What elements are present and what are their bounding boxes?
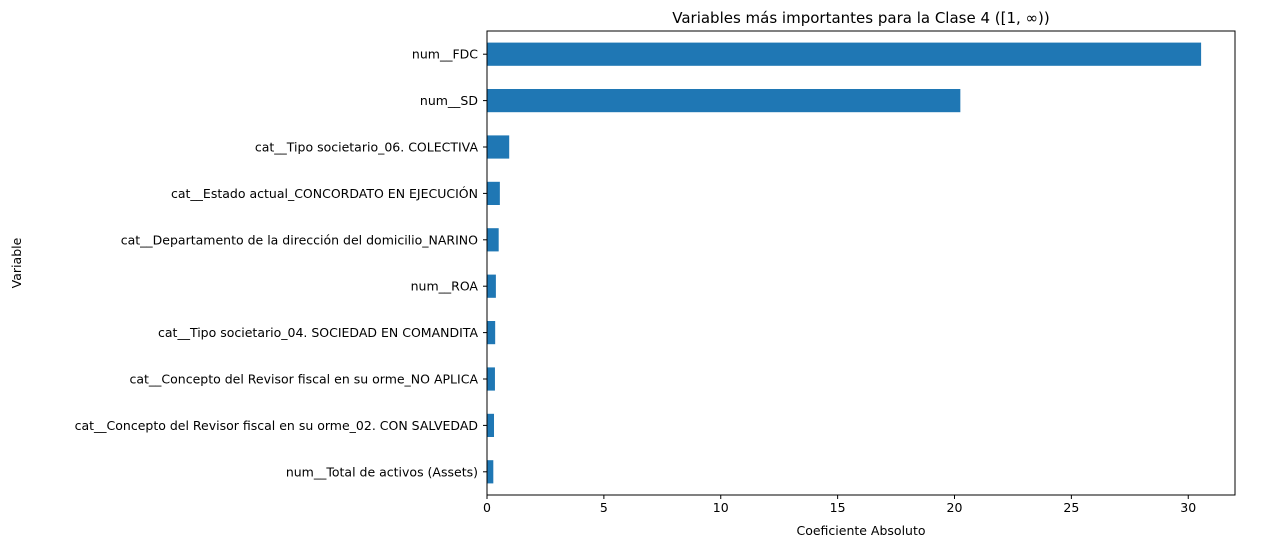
bar-9 bbox=[487, 460, 494, 484]
y-tick-labels: num__FDC num__SD cat__Tipo societario_06. … bbox=[75, 47, 479, 480]
x-tick-marks bbox=[486, 495, 1189, 499]
chart-title: Variables más importantes para la Clase … bbox=[672, 9, 1050, 27]
y-tick-label-7: cat__Concepto del Revisor fiscal en su o… bbox=[129, 372, 478, 387]
bar-4 bbox=[487, 228, 499, 252]
y-tick-label-5: num__ROA bbox=[411, 279, 479, 294]
x-tick-label-3: 15 bbox=[830, 500, 846, 515]
y-tick-label-1: num__SD bbox=[420, 93, 478, 108]
y-tick-label-9: num__Total de activos (Assets) bbox=[286, 464, 478, 479]
bar-3 bbox=[487, 181, 500, 205]
bar-8 bbox=[487, 413, 495, 437]
y-tick-label-3: cat__Estado actual_CONCORDATO EN EJECUCI… bbox=[171, 186, 478, 201]
x-tick-label-6: 30 bbox=[1180, 500, 1196, 515]
y-tick-label-0: num__FDC bbox=[412, 47, 478, 62]
bar-1 bbox=[487, 89, 961, 113]
x-tick-label-4: 20 bbox=[947, 500, 963, 515]
y-axis-label: Variable bbox=[9, 237, 24, 288]
y-tick-label-2: cat__Tipo societario_06. COLECTIVA bbox=[255, 140, 479, 155]
y-tick-label-4: cat__Departamento de la dirección del do… bbox=[121, 232, 478, 247]
x-tick-label-1: 5 bbox=[600, 500, 608, 515]
x-tick-labels: 0 5 10 15 20 25 30 bbox=[483, 500, 1196, 515]
x-tick-label-2: 10 bbox=[713, 500, 729, 515]
bar-2 bbox=[487, 135, 510, 159]
bar-5 bbox=[487, 274, 496, 298]
bar-0 bbox=[487, 42, 1202, 66]
y-tick-label-6: cat__Tipo societario_04. SOCIEDAD EN COM… bbox=[158, 325, 478, 340]
plot-frame bbox=[486, 30, 1236, 496]
bar-7 bbox=[487, 367, 495, 391]
x-axis-label: Coeficiente Absoluto bbox=[796, 523, 925, 538]
bar-6 bbox=[487, 321, 496, 345]
bars-group bbox=[487, 42, 1202, 484]
y-tick-label-8: cat__Concepto del Revisor fiscal en su o… bbox=[75, 418, 478, 433]
y-tick-marks bbox=[483, 53, 487, 473]
x-tick-label-0: 0 bbox=[483, 500, 491, 515]
x-tick-label-5: 25 bbox=[1063, 500, 1079, 515]
